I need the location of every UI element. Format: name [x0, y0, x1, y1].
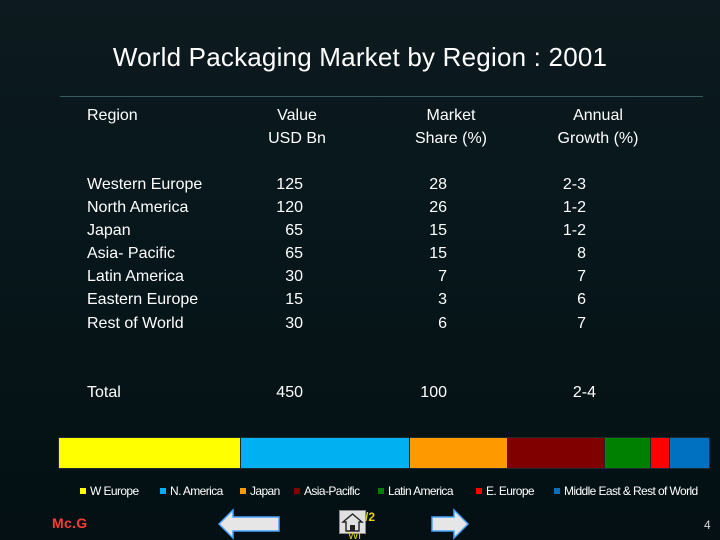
row-share: 7: [438, 268, 447, 285]
legend-swatch: [160, 488, 166, 494]
row-region: Asia- Pacific: [87, 245, 176, 262]
arrow-right-icon[interactable]: [430, 508, 470, 540]
legend-swatch: [378, 488, 384, 494]
row-value: 30: [285, 268, 303, 285]
home-button[interactable]: [339, 510, 366, 534]
share-bar-segment: [507, 438, 605, 468]
row-region: Latin America: [87, 268, 184, 285]
table-row: Eastern Europe 15 3 6: [0, 288, 720, 311]
legend-item: Middle East & Rest of World: [554, 484, 698, 498]
share-bar-segment: [410, 438, 508, 468]
row-region: Western Europe: [87, 176, 203, 193]
legend-swatch: [554, 488, 560, 494]
row-growth: 7: [577, 268, 586, 285]
legend-swatch: [294, 488, 300, 494]
total-value: 450: [276, 384, 303, 401]
legend-label: W Europe: [90, 484, 139, 498]
row-region: Eastern Europe: [87, 291, 199, 308]
table-total-row: Total 450 100 2-4: [0, 381, 720, 404]
row-value: 15: [285, 291, 303, 308]
row-share: 15: [429, 222, 447, 239]
table-row: North America 120 26 1-2: [0, 196, 720, 219]
arrow-left-icon[interactable]: [217, 508, 281, 540]
legend-swatch: [80, 488, 86, 494]
title-divider: [60, 96, 703, 97]
share-bar-segment: [650, 438, 670, 468]
legend-item: N. America: [160, 484, 223, 498]
row-value: 65: [285, 222, 303, 239]
header-growth: Annual Growth (%): [557, 107, 639, 147]
slide-title: World Packaging Market by Region : 2001: [112, 42, 608, 72]
table-row: Asia- Pacific 65 15 8: [0, 242, 720, 265]
share-bar-segment: [670, 438, 709, 468]
row-region: Japan: [87, 222, 131, 239]
legend-swatch: [240, 488, 246, 494]
row-value: 120: [276, 199, 303, 216]
total-region: Total: [87, 384, 121, 401]
home-icon: [341, 513, 364, 532]
legend-label: Latin America: [388, 484, 454, 498]
row-share: 28: [429, 176, 447, 193]
home-caption: /2: [365, 510, 376, 524]
legend-label: Japan: [250, 484, 280, 498]
legend-item: W Europe: [80, 484, 139, 498]
legend-item: Asia-Pacific: [294, 484, 360, 498]
page-number: 4: [704, 518, 711, 532]
row-growth: 1-2: [562, 222, 586, 239]
table-row: Western Europe 125 28 2-3: [0, 173, 720, 196]
home-caption-lower: Wi: [348, 532, 361, 540]
legend-label: Middle East & Rest of World: [564, 484, 698, 498]
legend-label: N. America: [170, 484, 223, 498]
legend-item: Japan: [240, 484, 280, 498]
row-value: 125: [276, 176, 303, 193]
row-region: North America: [87, 199, 189, 216]
legend-label: Asia-Pacific: [304, 484, 360, 498]
row-growth: 7: [577, 315, 586, 332]
row-value: 65: [285, 245, 303, 262]
total-share: 100: [420, 384, 447, 401]
row-share: 6: [438, 315, 447, 332]
table-row: Latin America 30 7 7: [0, 265, 720, 288]
market-share-bar: [58, 437, 710, 469]
total-growth: 2-4: [572, 384, 596, 401]
header-region: Region: [87, 107, 138, 124]
row-share: 3: [438, 291, 447, 308]
share-bar-segment: [241, 438, 410, 468]
bar-legend: W Europe N. America Japan Asia-Pacific L…: [80, 484, 710, 500]
row-growth: 1-2: [562, 199, 586, 216]
legend-item: Latin America: [378, 484, 454, 498]
legend-swatch: [476, 488, 482, 494]
legend-label: E. Europe: [486, 484, 535, 498]
row-growth: 2-3: [562, 176, 586, 193]
table-row: Rest of World 30 6 7: [0, 312, 720, 335]
table-row: Japan 65 15 1-2: [0, 219, 720, 242]
row-region: Rest of World: [87, 315, 184, 332]
row-share: 26: [429, 199, 447, 216]
share-bar-segment: [59, 438, 241, 468]
row-value: 30: [285, 315, 303, 332]
row-growth: 6: [577, 291, 586, 308]
header-share: Market Share (%): [414, 107, 488, 147]
header-value: Value USD Bn: [268, 107, 326, 147]
share-bar-segment: [605, 438, 651, 468]
brand-logo: Mc.G: [52, 515, 88, 531]
row-growth: 8: [577, 245, 586, 262]
row-share: 15: [429, 245, 447, 262]
legend-item: E. Europe: [476, 484, 535, 498]
